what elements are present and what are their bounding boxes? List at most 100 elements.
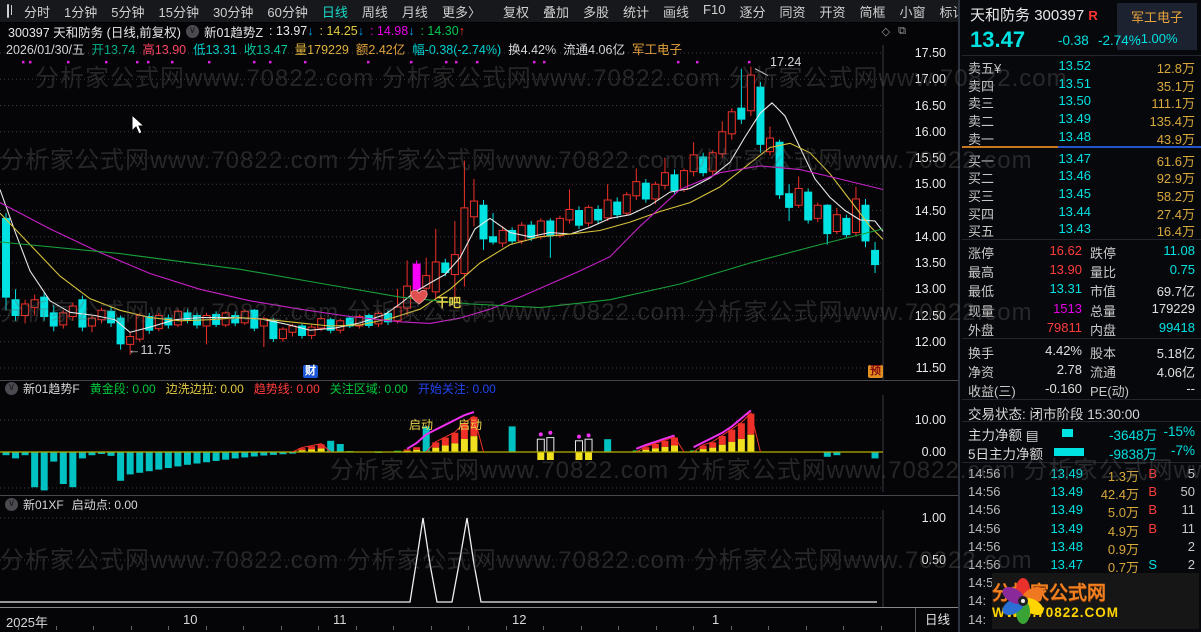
time-axis-tick [243, 626, 244, 630]
trend-bar-neg [174, 452, 182, 467]
period-tab-周线[interactable]: 周线 [361, 4, 388, 20]
main-candlestick-chart[interactable] [0, 45, 960, 380]
period-tab-1分钟[interactable]: 1分钟 [64, 4, 98, 20]
tool-button-小窗[interactable]: 小窗 [899, 4, 926, 20]
stat-label: 涨停 [968, 246, 995, 261]
trend-bar-red [317, 444, 325, 449]
tool-button-统计[interactable]: 统计 [623, 4, 650, 20]
trend-header-segment: 黄金段: 0.00 [89, 381, 156, 396]
order-level-label: 卖一 [968, 131, 995, 147]
chart-title-row: 300397 天和防务 (日线,前复权) ∨ 新01趋势Z : 13.97↓: … [0, 22, 958, 40]
tick-amount: 4.9万 [1107, 523, 1139, 539]
order-book-row[interactable]: 买四 13.44 27.4万 [962, 204, 1201, 222]
tool-button-画线[interactable]: 画线 [663, 4, 690, 20]
indicator-values: : 13.97↓: 14.25↓: 14.98↓: 14.30↑ [263, 24, 465, 38]
trend-bar-yellow [709, 447, 717, 452]
order-level-label: 卖二 [968, 114, 995, 130]
period-label[interactable]: 日线 [915, 608, 959, 632]
order-price: 13.44 [1058, 203, 1091, 219]
finance-badge[interactable]: 财 [303, 365, 318, 378]
band-dot [445, 60, 448, 64]
stat-value: 0.75 [1169, 262, 1195, 278]
split-window-icon[interactable]: ⧉ [898, 24, 906, 37]
stat-value: 16.62 [1049, 243, 1082, 258]
trend-bar-yellow [298, 450, 306, 452]
order-book-row[interactable]: 买五 13.43 16.4万 [962, 221, 1201, 239]
period-tab-分时[interactable]: 分时 [24, 4, 51, 20]
period-tab-月线[interactable]: 月线 [401, 4, 428, 20]
period-tab-60分钟[interactable]: 60分钟 [267, 4, 308, 20]
band-dot [367, 60, 370, 64]
order-book-row[interactable]: 买三 13.45 58.2万 [962, 186, 1201, 204]
tool-button-多股[interactable]: 多股 [582, 4, 609, 20]
trend-indicator-chart[interactable] [0, 395, 960, 492]
tool-button-F10[interactable]: F10 [703, 1, 726, 17]
tool-button-复权[interactable]: 复权 [502, 4, 529, 20]
high-pointer [754, 68, 769, 77]
order-book-row[interactable]: 卖五¥ 13.52 12.8万 [962, 58, 1201, 76]
order-price: 13.43 [1058, 221, 1091, 237]
window-icon[interactable] [7, 4, 12, 18]
candle-body [641, 182, 650, 200]
trend-bar-neg [260, 452, 268, 456]
trend-magenta-line [693, 409, 752, 449]
band-dot [455, 60, 458, 64]
band-dot [304, 60, 307, 64]
trend-bar-neg [98, 452, 105, 454]
tick-time: 14:56 [968, 557, 1001, 572]
trend-bar-yellow [737, 439, 745, 452]
order-volume: 12.8万 [1156, 61, 1195, 76]
period-tab-30分钟[interactable]: 30分钟 [212, 4, 254, 20]
chevron-down-icon[interactable]: ∨ [5, 381, 18, 395]
order-price: 13.48 [1058, 128, 1091, 144]
order-book-row[interactable]: 卖二 13.49 135.4万 [962, 111, 1201, 129]
flow-label: 5日主力净额 [968, 447, 1044, 462]
order-book-row[interactable]: 卖三 13.50 111.1万 [962, 93, 1201, 111]
band-dot [208, 60, 211, 64]
order-volume: 27.4万 [1156, 206, 1195, 222]
xf-startpoint-chart[interactable] [0, 510, 960, 607]
stat-label: 最高 [968, 265, 995, 281]
time-axis-tick [768, 626, 769, 630]
chevron-down-icon[interactable]: ∨ [5, 497, 18, 511]
trend-bar-white [584, 438, 593, 453]
capital-flow-row: 5日主力净额 -9838万 -7% [962, 443, 1201, 462]
order-book-row[interactable]: 卖四 13.51 35.1万 [962, 76, 1201, 94]
candle-body [298, 325, 307, 336]
period-tab-日线[interactable]: 日线 [321, 4, 348, 20]
flow-pct: -7% [1170, 443, 1195, 458]
order-book-row[interactable]: 买二 13.46 92.9万 [962, 168, 1201, 186]
time-axis-tick [318, 626, 319, 630]
order-book-row[interactable]: 卖一 13.48 43.9万 [962, 129, 1201, 147]
period-tab-5分钟[interactable]: 5分钟 [111, 4, 145, 20]
trend-bar-neg [164, 452, 172, 468]
tool-button-逐分[interactable]: 逐分 [739, 4, 766, 20]
tool-button-同资[interactable]: 同资 [779, 4, 806, 20]
tool-button-开资[interactable]: 开资 [819, 4, 846, 20]
stat-label: 股本 [1090, 346, 1117, 361]
band-dot [543, 60, 546, 64]
period-tab-更多〉[interactable]: 更多〉 [441, 4, 481, 20]
tool-button-叠加[interactable]: 叠加 [542, 4, 569, 20]
stat-value: 79811 [1046, 319, 1082, 335]
candle-body [278, 328, 287, 340]
trend-header-segment: 边洗边拉: 0.00 [165, 381, 244, 396]
trend-bar-pos [327, 440, 335, 452]
order-price: 13.50 [1058, 93, 1091, 109]
trend-bar-pos [422, 426, 430, 452]
order-book-row[interactable]: 买一 13.47 61.6万 [962, 151, 1201, 169]
time-axis-tick [55, 626, 57, 630]
band-dot [696, 60, 699, 64]
chevron-down-icon[interactable]: ∨ [185, 24, 199, 38]
diamond-icon[interactable]: ◇ [881, 25, 891, 38]
stats-row: 最低 13.31 市值 69.7亿 [962, 281, 1201, 299]
period-tab-15分钟[interactable]: 15分钟 [158, 4, 199, 20]
tick-time: 14:56 [968, 466, 1001, 481]
order-volume: 43.9万 [1156, 131, 1195, 147]
order-level-label: 卖三 [968, 96, 995, 112]
forecast-badge[interactable]: 预 [868, 365, 883, 378]
sector-box[interactable]: 军工电子 -1.00% [1117, 3, 1197, 50]
stat-label: 外盘 [968, 322, 995, 338]
tool-button-简框[interactable]: 简框 [859, 4, 886, 20]
